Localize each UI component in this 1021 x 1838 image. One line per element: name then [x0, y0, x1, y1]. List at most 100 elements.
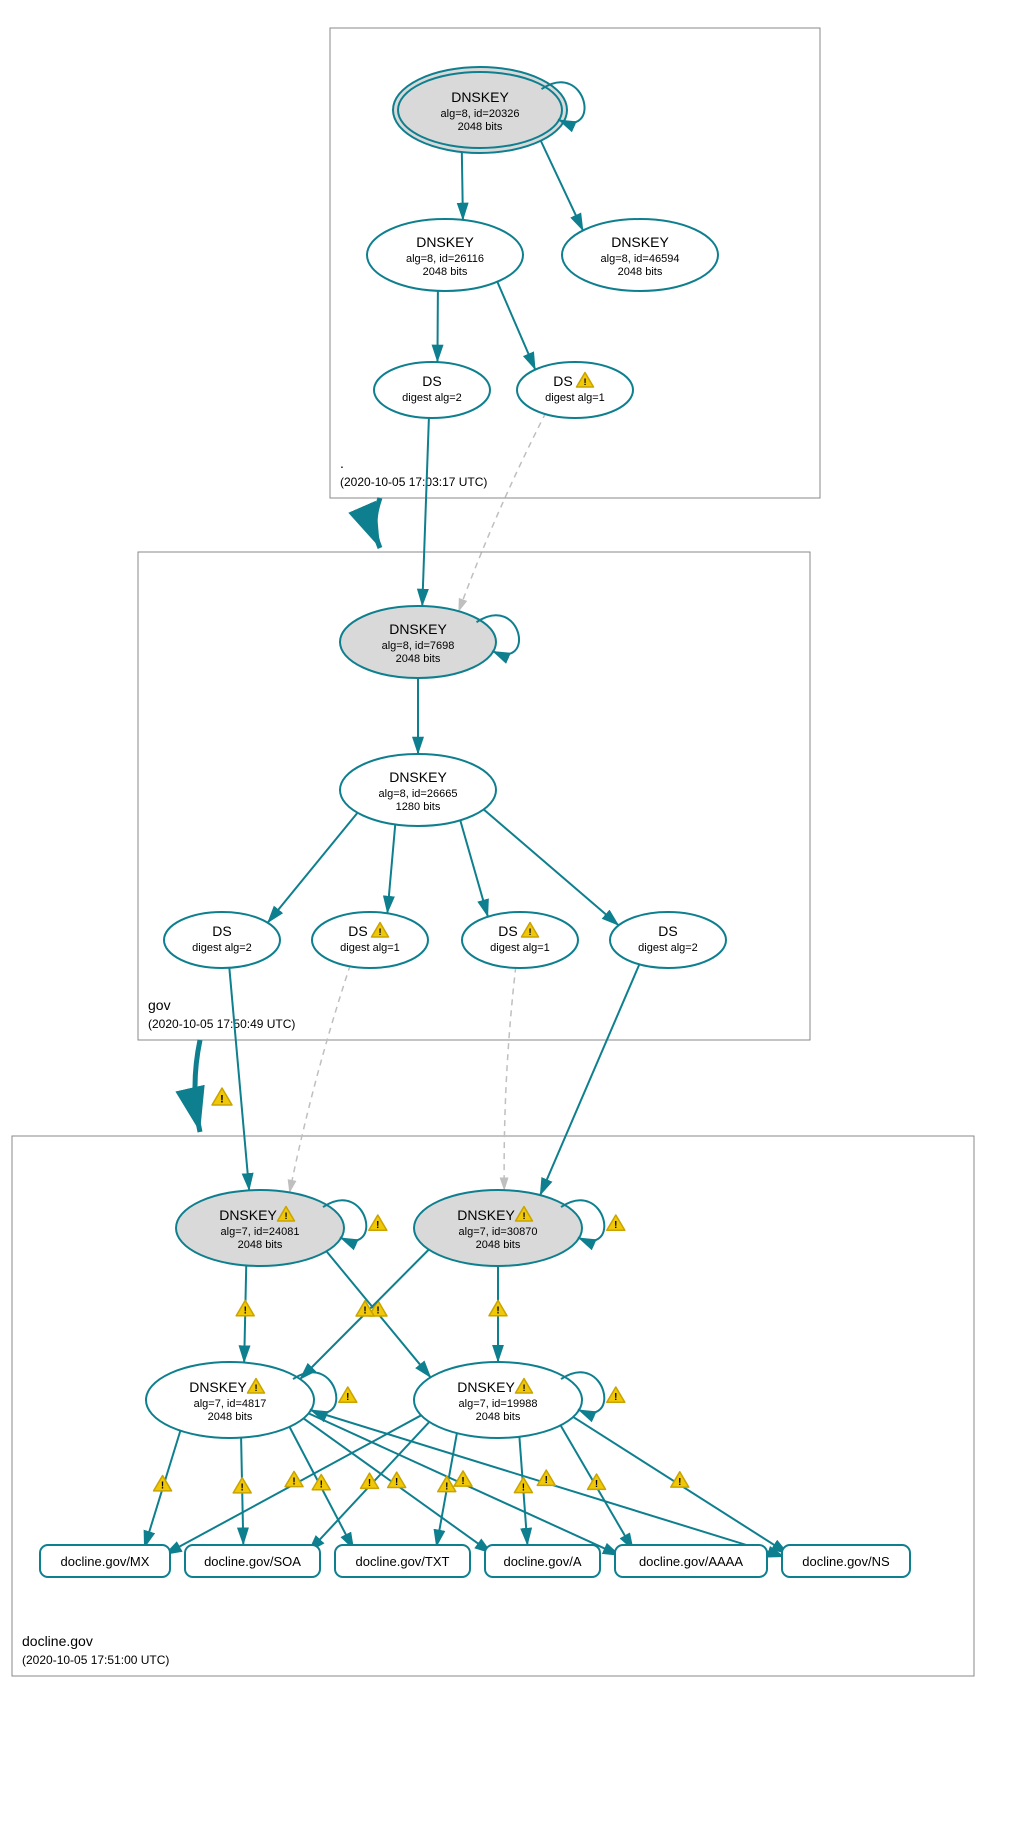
svg-text:2048 bits: 2048 bits [396, 653, 441, 665]
svg-text:!: ! [545, 1475, 548, 1486]
svg-text:digest alg=1: digest alg=1 [490, 942, 550, 954]
svg-text:alg=8, id=26116: alg=8, id=26116 [406, 253, 484, 265]
svg-text:!: ! [254, 1383, 257, 1393]
edge: ! [299, 1247, 431, 1379]
svg-text:.: . [340, 455, 344, 471]
svg-text:2048 bits: 2048 bits [618, 266, 663, 278]
svg-text:!: ! [522, 1211, 525, 1221]
rr-aaaa: docline.gov/AAAA [615, 1545, 767, 1577]
svg-text:DNSKEY: DNSKEY [611, 234, 669, 250]
edge [496, 280, 535, 371]
svg-text:digest alg=2: digest alg=2 [192, 942, 252, 954]
svg-text:DNSKEY: DNSKEY [457, 1379, 515, 1395]
svg-text:DS: DS [422, 373, 441, 389]
edge: ! [514, 1435, 532, 1546]
svg-text:DS: DS [212, 923, 231, 939]
svg-text:!: ! [522, 1482, 525, 1493]
edge: ! [489, 1264, 507, 1363]
svg-text:DS: DS [553, 373, 572, 389]
svg-text:DNSKEY: DNSKEY [416, 234, 474, 250]
svg-text:alg=8, id=46594: alg=8, id=46594 [601, 253, 680, 265]
edge [229, 966, 249, 1191]
svg-text:!: ! [496, 1305, 499, 1316]
svg-text:!: ! [368, 1478, 371, 1489]
n-root-ksk: DNSKEY alg=8, id=203262048 bits [393, 67, 585, 153]
svg-text:digest alg=1: digest alg=1 [340, 942, 400, 954]
n-gov-zsk: DNSKEYalg=8, id=266651280 bits [340, 754, 496, 826]
svg-text:alg=7, id=24081: alg=7, id=24081 [221, 1226, 300, 1238]
svg-text:DNSKEY: DNSKEY [389, 769, 447, 785]
svg-text:!: ! [583, 377, 586, 387]
svg-text:!: ! [678, 1477, 681, 1488]
n-gov-ds4: DS digest alg=2 [610, 912, 726, 968]
svg-text:!: ! [378, 927, 381, 937]
svg-text:DS: DS [498, 923, 517, 939]
svg-text:gov: gov [148, 997, 171, 1013]
svg-text:!: ! [445, 1481, 448, 1492]
svg-text:DNSKEY: DNSKEY [389, 621, 447, 637]
svg-text:docline.gov/AAAA: docline.gov/AAAA [639, 1554, 743, 1569]
svg-text:DNSKEY: DNSKEY [451, 89, 509, 105]
rr-soa: docline.gov/SOA [185, 1545, 320, 1577]
svg-text:!: ! [461, 1476, 464, 1487]
edge: ! [288, 1425, 354, 1551]
n-gov-ds1: DS digest alg=2 [164, 912, 280, 968]
n-root-ds1: DS digest alg=2 [374, 362, 490, 418]
edge [540, 963, 640, 1196]
edge: ! [325, 1249, 432, 1378]
edge: ! [233, 1436, 251, 1546]
svg-text:!: ! [320, 1480, 323, 1491]
svg-text:2048 bits: 2048 bits [238, 1239, 283, 1251]
svg-text:docline.gov/A: docline.gov/A [503, 1554, 581, 1569]
svg-text:DS: DS [658, 923, 677, 939]
n-dl-ksk1: DNSKEY!alg=7, id=240812048 bits! [176, 1190, 387, 1266]
edge [504, 967, 516, 1191]
svg-text:!: ! [284, 1211, 287, 1221]
svg-text:docline.gov/TXT: docline.gov/TXT [356, 1554, 450, 1569]
n-root-zsk2: DNSKEY alg=8, id=465942048 bits [562, 219, 718, 291]
n-root-ds2: DS! digest alg=1 [517, 362, 633, 418]
svg-text:digest alg=2: digest alg=2 [402, 392, 462, 404]
svg-text:!: ! [220, 1094, 224, 1106]
svg-text:2048 bits: 2048 bits [208, 1411, 253, 1423]
edge [482, 808, 620, 926]
svg-text:alg=7, id=4817: alg=7, id=4817 [194, 1398, 267, 1410]
edge: ! [436, 1431, 457, 1547]
n-dl-ksk2: DNSKEY!alg=7, id=308702048 bits! [414, 1190, 625, 1266]
svg-text:!: ! [614, 1220, 617, 1231]
svg-text:2048 bits: 2048 bits [458, 121, 503, 133]
svg-text:!: ! [346, 1392, 349, 1403]
n-dl-zsk2: DNSKEY!alg=7, id=199882048 bits! [414, 1362, 625, 1438]
svg-text:!: ! [376, 1306, 379, 1317]
edge [289, 965, 350, 1193]
svg-text:!: ! [614, 1392, 617, 1403]
svg-text:!: ! [292, 1476, 295, 1487]
edge [267, 811, 359, 924]
edge [458, 413, 545, 612]
n-gov-ds3: DS! digest alg=1 [462, 912, 578, 968]
edge [387, 823, 395, 914]
svg-text:!: ! [161, 1481, 164, 1492]
svg-text:alg=8, id=20326: alg=8, id=20326 [441, 108, 520, 120]
edge [538, 134, 584, 231]
rr-a: docline.gov/A [485, 1545, 600, 1577]
zone-delegation-arrow [375, 498, 380, 548]
svg-text:DNSKEY: DNSKEY [189, 1379, 247, 1395]
edge [462, 145, 463, 221]
svg-text:alg=8, id=7698: alg=8, id=7698 [382, 640, 455, 652]
svg-text:docline.gov/MX: docline.gov/MX [61, 1554, 150, 1569]
svg-text:(2020-10-05 17:03:17 UTC): (2020-10-05 17:03:17 UTC) [340, 475, 487, 489]
edge [422, 417, 429, 607]
svg-text:digest alg=2: digest alg=2 [638, 942, 698, 954]
svg-text:(2020-10-05 17:51:00 UTC): (2020-10-05 17:51:00 UTC) [22, 1653, 169, 1667]
svg-text:!: ! [595, 1479, 598, 1490]
svg-text:!: ! [241, 1483, 244, 1494]
svg-text:1280 bits: 1280 bits [396, 801, 441, 813]
svg-text:!: ! [376, 1220, 379, 1231]
svg-text:alg=7, id=30870: alg=7, id=30870 [459, 1226, 538, 1238]
svg-text:!: ! [522, 1383, 525, 1393]
svg-text:!: ! [528, 927, 531, 937]
rr-txt: docline.gov/TXT [335, 1545, 470, 1577]
svg-text:digest alg=1: digest alg=1 [545, 392, 605, 404]
n-gov-ksk: DNSKEY alg=8, id=76982048 bits [340, 606, 519, 678]
